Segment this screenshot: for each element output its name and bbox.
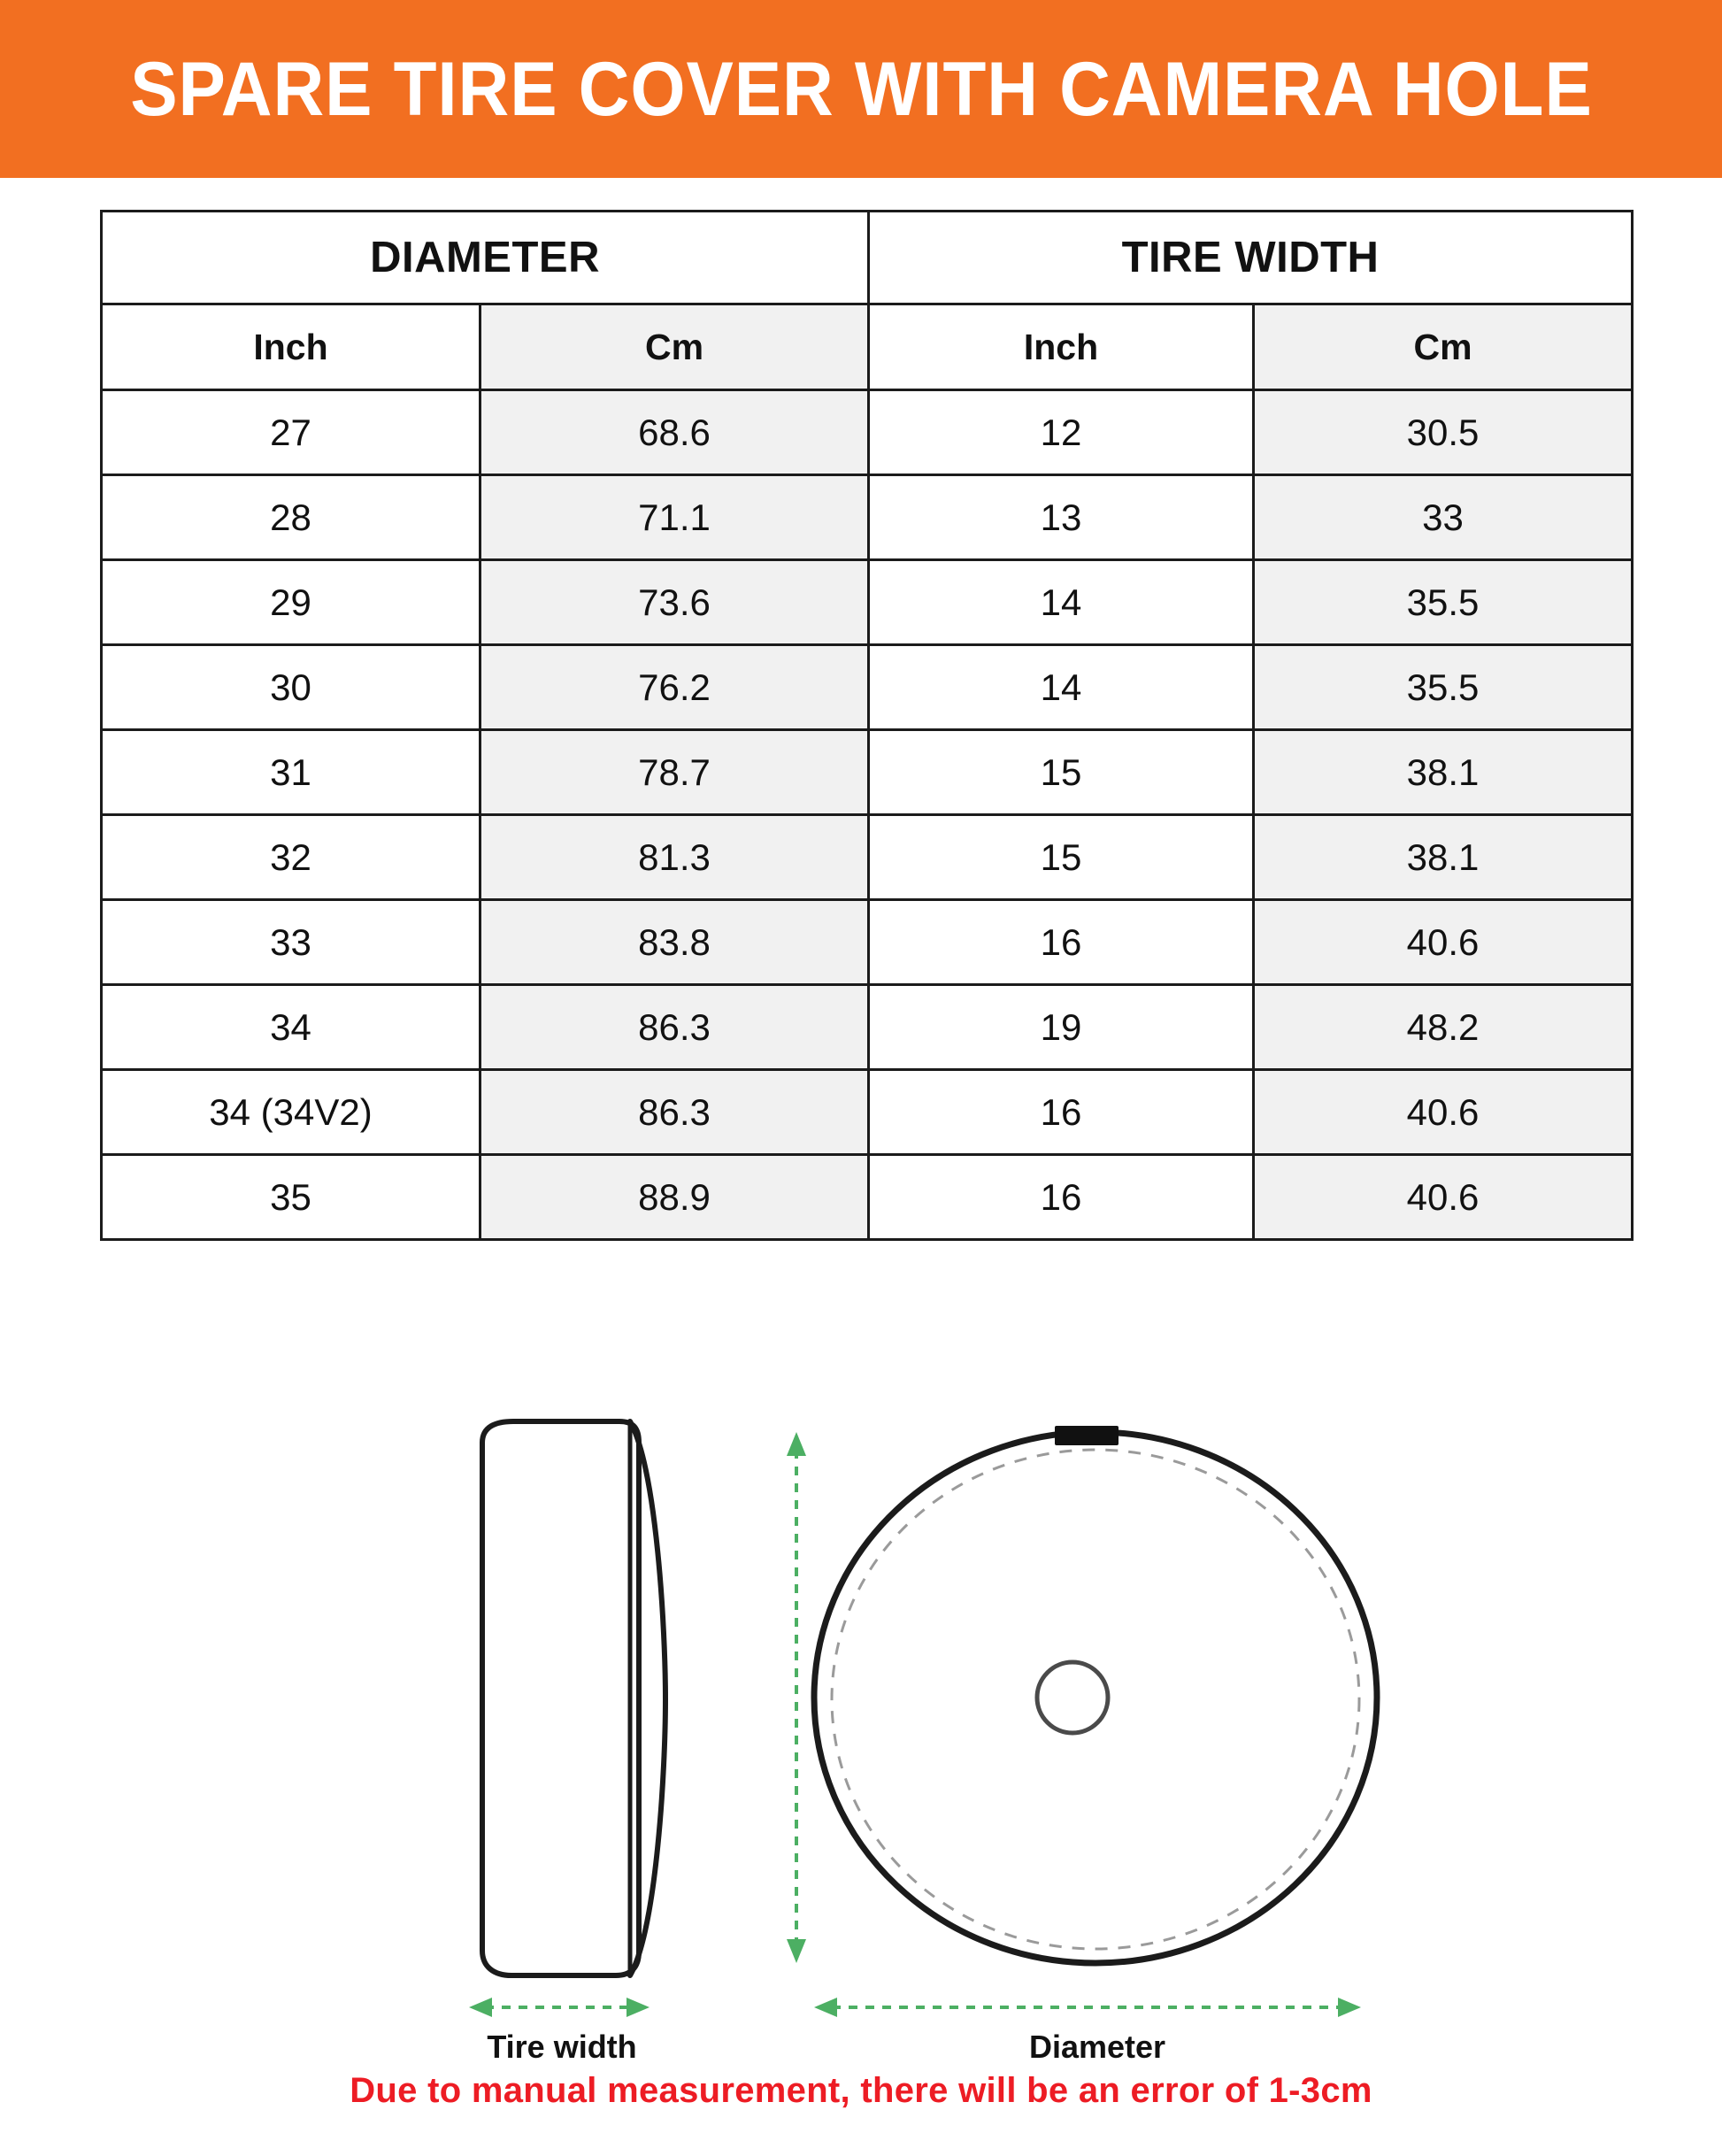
product-dimension-diagram: Tire width Diameter	[0, 1416, 1722, 2071]
diameter-arrowhead-bottom	[787, 1939, 806, 1963]
size-chart-table: DIAMETER TIRE WIDTH Inch Cm Inch Cm 27 6…	[99, 210, 1634, 1241]
cell-width-cm: 38.1	[1252, 813, 1634, 901]
cover-side-body	[480, 1419, 642, 1978]
diameter-arrowhead-right	[1338, 1998, 1361, 2017]
table-row: 31 78.7 15 38.1	[100, 728, 1634, 816]
cell-width-cm: 35.5	[1252, 558, 1634, 646]
cell-width-cm: 40.6	[1252, 1153, 1634, 1241]
table-row: 33 83.8 16 40.6	[100, 898, 1634, 986]
sub-header-width-cm: Cm	[1252, 303, 1634, 391]
cell-width-inch: 19	[867, 983, 1256, 1071]
sub-header-diameter-cm: Cm	[478, 303, 871, 391]
cover-side-bulge	[627, 1419, 669, 1978]
cell-diameter-cm: 68.6	[478, 389, 871, 476]
cell-width-inch: 16	[867, 898, 1256, 986]
cell-diameter-inch: 28	[100, 474, 481, 561]
cell-diameter-cm: 81.3	[478, 813, 871, 901]
cell-width-inch: 15	[867, 813, 1256, 901]
cell-diameter-cm: 76.2	[478, 643, 871, 731]
cell-width-cm: 40.6	[1252, 1068, 1634, 1156]
table-head: DIAMETER TIRE WIDTH Inch Cm Inch Cm	[99, 210, 1634, 391]
cell-diameter-inch: 34	[100, 983, 481, 1071]
cell-width-cm: 48.2	[1252, 983, 1634, 1071]
cell-width-inch: 16	[867, 1068, 1256, 1156]
cell-width-cm: 30.5	[1252, 389, 1634, 476]
diameter-horizontal-arrow	[814, 1998, 1361, 2017]
cell-diameter-inch: 35	[100, 1153, 481, 1241]
table-row: 29 73.6 14 35.5	[100, 558, 1634, 646]
tire-width-dimension-arrow	[469, 1998, 650, 2017]
table-row: 30 76.2 14 35.5	[100, 643, 1634, 731]
group-header-diameter: DIAMETER	[99, 210, 871, 305]
cell-diameter-inch: 30	[100, 643, 481, 731]
cover-front-stitching	[830, 1448, 1361, 1951]
tire-width-arrowhead-right	[627, 1998, 650, 2017]
cell-width-inch: 12	[867, 389, 1256, 476]
measurement-disclaimer: Due to manual measurement, there will be…	[350, 2071, 1372, 2110]
table-row: 32 81.3 15 38.1	[100, 813, 1634, 901]
cell-width-cm: 40.6	[1252, 898, 1634, 986]
table-group-header-row: DIAMETER TIRE WIDTH	[99, 210, 1634, 305]
table-row: 27 68.6 12 30.5	[100, 389, 1634, 476]
cell-width-inch: 15	[867, 728, 1256, 816]
table-sub-header-row: Inch Cm Inch Cm	[100, 303, 1634, 391]
front-view-illustration	[811, 1426, 1380, 1967]
tire-width-arrowhead-left	[469, 1998, 492, 2017]
cell-diameter-cm: 88.9	[478, 1153, 871, 1241]
diameter-arrowhead-left	[814, 1998, 837, 2017]
table-row: 34 86.3 19 48.2	[100, 983, 1634, 1071]
cell-diameter-inch: 32	[100, 813, 481, 901]
cell-diameter-inch: 33	[100, 898, 481, 986]
sub-header-diameter-inch: Inch	[100, 303, 481, 391]
diameter-vertical-arrow	[787, 1432, 806, 1963]
cell-diameter-cm: 83.8	[478, 898, 871, 986]
cell-diameter-inch: 29	[100, 558, 481, 646]
table-body: 27 68.6 12 30.5 28 71.1 13 33 29 73.6 14…	[100, 389, 1634, 1241]
caption-diameter: Diameter	[1028, 2029, 1166, 2065]
side-view-illustration	[480, 1419, 669, 1978]
cell-width-inch: 14	[867, 558, 1256, 646]
table-row: 28 71.1 13 33	[100, 474, 1634, 561]
cell-diameter-cm: 86.3	[478, 1068, 871, 1156]
cell-width-inch: 13	[867, 474, 1256, 561]
page-title: SPARE TIRE COVER WITH CAMERA HOLE	[129, 46, 1593, 132]
cell-diameter-inch: 34 (34V2)	[100, 1068, 481, 1156]
cell-width-cm: 38.1	[1252, 728, 1634, 816]
group-header-tire-width: TIRE WIDTH	[867, 210, 1634, 305]
cell-diameter-cm: 73.6	[478, 558, 871, 646]
table-row: 35 88.9 16 40.6	[100, 1153, 1634, 1241]
cell-width-cm: 33	[1252, 474, 1634, 561]
camera-hole-icon	[1034, 1659, 1111, 1736]
sub-header-width-inch: Inch	[867, 303, 1256, 391]
table-row: 34 (34V2) 86.3 16 40.6	[100, 1068, 1634, 1156]
cell-diameter-inch: 31	[100, 728, 481, 816]
cell-width-inch: 16	[867, 1153, 1256, 1241]
page-header-banner: SPARE TIRE COVER WITH CAMERA HOLE	[0, 0, 1722, 178]
cell-width-inch: 14	[867, 643, 1256, 731]
camera-tab-icon	[1055, 1426, 1119, 1445]
cell-width-cm: 35.5	[1252, 643, 1634, 731]
cell-diameter-cm: 86.3	[478, 983, 871, 1071]
diameter-arrowhead-top	[787, 1432, 806, 1456]
caption-tire-width: Tire width	[487, 2029, 637, 2065]
cell-diameter-cm: 71.1	[478, 474, 871, 561]
cell-diameter-cm: 78.7	[478, 728, 871, 816]
cell-diameter-inch: 27	[100, 389, 481, 476]
